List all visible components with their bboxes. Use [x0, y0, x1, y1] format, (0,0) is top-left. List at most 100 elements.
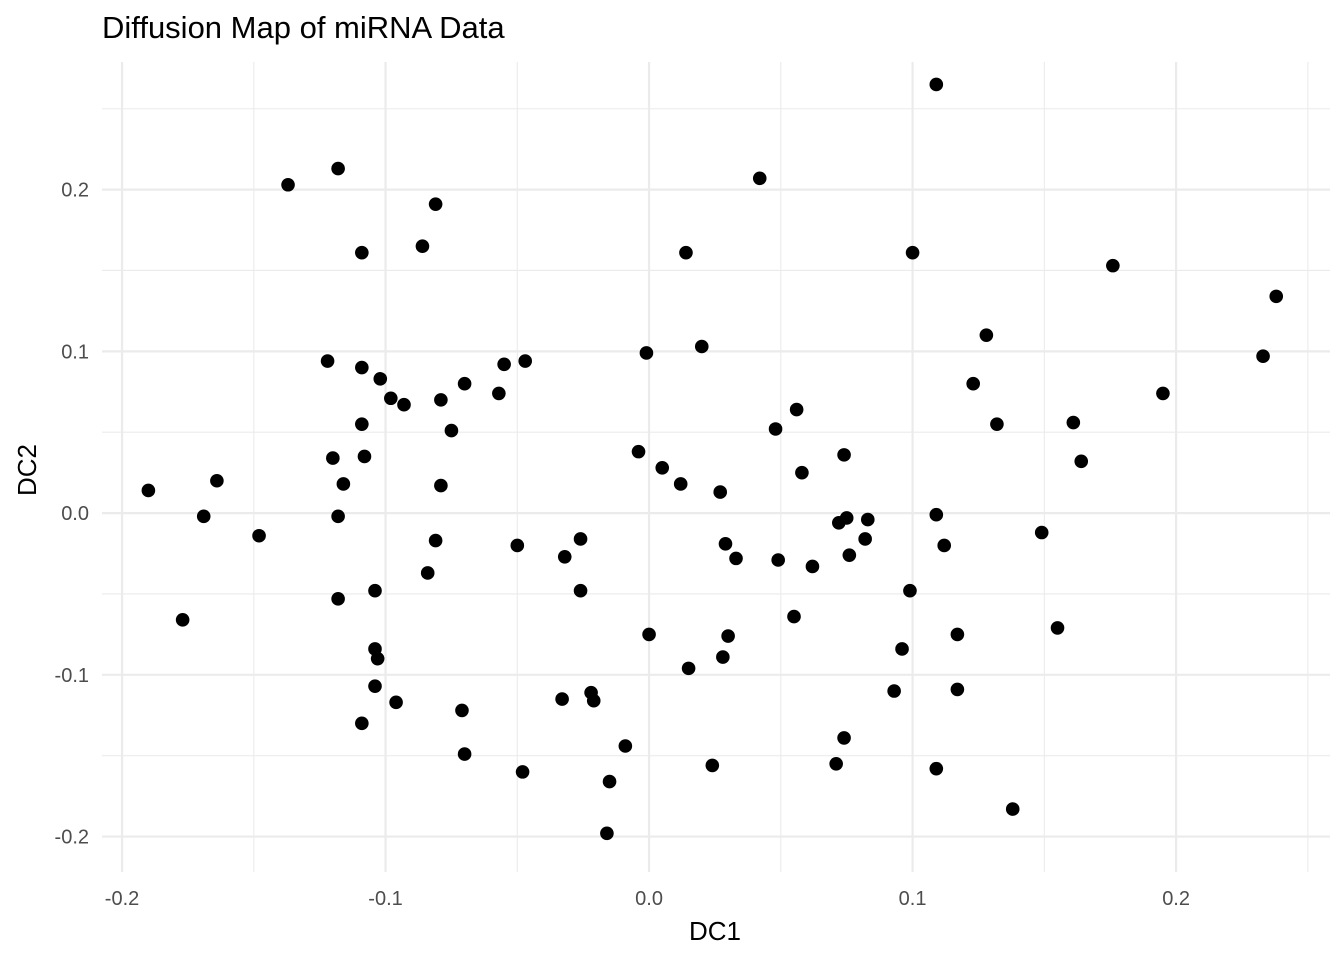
data-point	[331, 509, 345, 524]
data-point	[573, 583, 588, 598]
x-axis-title: DC1	[689, 916, 741, 946]
data-point	[331, 592, 345, 606]
data-point	[1050, 621, 1065, 635]
data-point	[1066, 415, 1081, 430]
y-tick-label: -0.2	[55, 827, 89, 849]
x-tick-label: 0.0	[635, 888, 663, 910]
data-point	[716, 650, 730, 664]
data-point	[434, 393, 448, 407]
data-point	[858, 532, 872, 546]
data-point	[905, 245, 920, 260]
data-point	[887, 684, 901, 698]
data-point	[729, 551, 743, 566]
data-point	[673, 477, 688, 491]
data-point	[355, 245, 369, 260]
data-point	[752, 171, 767, 186]
data-point	[355, 360, 369, 375]
data-point	[1156, 386, 1170, 401]
data-point	[837, 448, 851, 462]
data-point	[336, 477, 351, 491]
data-point	[1074, 454, 1089, 469]
data-point	[694, 339, 709, 354]
data-point	[518, 354, 533, 368]
data-point	[895, 642, 909, 656]
data-point	[1106, 258, 1120, 273]
x-tick-label: -0.1	[368, 888, 402, 910]
data-point	[196, 509, 211, 524]
data-point	[384, 391, 398, 406]
data-point	[175, 613, 190, 627]
data-point	[1256, 349, 1270, 364]
data-point	[420, 566, 435, 580]
data-point	[829, 756, 843, 771]
x-tick-label: 0.1	[899, 888, 927, 910]
data-point	[966, 376, 980, 391]
data-point	[837, 731, 851, 745]
data-point	[602, 774, 617, 789]
data-point	[492, 386, 506, 401]
data-point	[1034, 525, 1049, 540]
data-point	[721, 629, 735, 643]
data-point	[355, 417, 369, 431]
data-point	[331, 161, 345, 176]
data-point	[326, 451, 340, 465]
data-point	[434, 478, 448, 493]
data-point	[789, 402, 804, 417]
data-point	[370, 651, 385, 666]
data-point	[1005, 802, 1020, 816]
data-point	[718, 537, 733, 551]
data-point	[397, 397, 411, 412]
data-point	[555, 692, 569, 706]
data-point	[950, 627, 965, 642]
data-point	[415, 239, 430, 254]
data-point	[357, 449, 372, 464]
y-tick-label: 0.1	[61, 341, 89, 363]
data-point	[681, 661, 696, 676]
data-points	[141, 77, 1284, 841]
data-point	[1269, 289, 1284, 304]
data-point	[252, 528, 266, 543]
data-point	[573, 532, 588, 546]
data-point	[557, 549, 572, 564]
data-point	[444, 423, 459, 438]
data-point	[679, 245, 693, 260]
x-tick-label: 0.2	[1162, 888, 1190, 910]
data-point	[389, 695, 403, 710]
data-point	[631, 444, 646, 459]
data-point	[903, 583, 917, 598]
data-point	[639, 346, 654, 360]
chart-title: Diffusion Map of miRNA Data	[102, 10, 505, 45]
data-point	[373, 372, 388, 386]
data-point	[655, 461, 670, 475]
data-point	[950, 682, 965, 697]
data-point	[929, 77, 944, 92]
data-point	[455, 703, 469, 718]
y-tick-label: 0.2	[61, 180, 89, 202]
data-point	[787, 609, 801, 624]
data-point	[368, 679, 382, 693]
data-point	[141, 483, 156, 498]
data-point	[428, 533, 443, 548]
grid	[102, 62, 1330, 872]
data-point	[713, 485, 728, 499]
data-point	[281, 177, 295, 192]
data-point	[979, 328, 994, 342]
data-point	[510, 538, 525, 553]
data-point	[210, 473, 224, 488]
data-point	[768, 422, 783, 436]
data-point	[929, 507, 944, 522]
y-tick-labels: -0.2 -0.1 0.0 0.1 0.2	[55, 180, 89, 849]
data-point	[860, 512, 875, 527]
data-point	[515, 765, 530, 779]
data-point	[586, 693, 601, 708]
data-point	[705, 758, 720, 773]
data-point	[497, 357, 511, 372]
data-point	[642, 627, 656, 642]
data-point	[368, 583, 382, 598]
data-point	[457, 747, 472, 761]
x-tick-label: -0.2	[105, 888, 139, 910]
data-point	[428, 197, 443, 211]
data-point	[839, 511, 854, 525]
